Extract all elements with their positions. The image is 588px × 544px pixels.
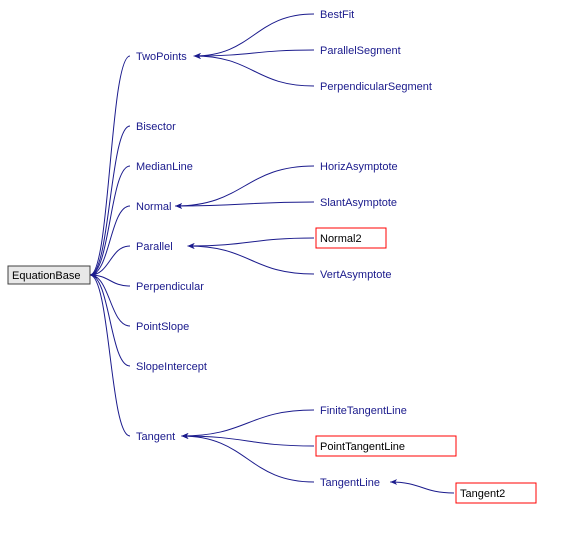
- svg-text:BestFit: BestFit: [320, 9, 354, 21]
- edge: [175, 202, 314, 206]
- node-bisector[interactable]: Bisector: [136, 121, 176, 133]
- svg-text:Bisector: Bisector: [136, 121, 176, 133]
- svg-text:Perpendicular: Perpendicular: [136, 281, 204, 293]
- edge: [90, 166, 130, 275]
- node-horizasymptote[interactable]: HorizAsymptote: [320, 161, 398, 173]
- svg-text:Parallel: Parallel: [136, 241, 173, 253]
- edge: [175, 166, 314, 206]
- svg-text:PerpendicularSegment: PerpendicularSegment: [320, 81, 432, 93]
- svg-text:PointTangentLine: PointTangentLine: [320, 441, 405, 453]
- node-normal[interactable]: Normal: [136, 201, 171, 213]
- node-tangent[interactable]: Tangent: [136, 431, 175, 443]
- svg-text:HorizAsymptote: HorizAsymptote: [320, 161, 398, 173]
- svg-text:SlopeIntercept: SlopeIntercept: [136, 361, 207, 373]
- node-tangent2: Tangent2: [456, 483, 536, 503]
- node-tangentline[interactable]: TangentLine: [320, 477, 380, 489]
- node-finitetangentline[interactable]: FiniteTangentLine: [320, 405, 407, 417]
- svg-text:Tangent2: Tangent2: [460, 488, 505, 500]
- node-vertasymptote[interactable]: VertAsymptote: [320, 269, 392, 281]
- edge: [90, 126, 130, 275]
- node-slantasymptote[interactable]: SlantAsymptote: [320, 197, 397, 209]
- edge: [390, 482, 454, 493]
- node-slopeintercept[interactable]: SlopeIntercept: [136, 361, 207, 373]
- svg-text:Normal2: Normal2: [320, 233, 362, 245]
- node-equationbase-label: EquationBase: [12, 270, 81, 282]
- svg-text:TwoPoints: TwoPoints: [136, 51, 187, 63]
- edge: [181, 410, 314, 436]
- node-medianline[interactable]: MedianLine: [136, 161, 193, 173]
- node-pointslope[interactable]: PointSlope: [136, 321, 189, 333]
- node-normal2: Normal2: [316, 228, 386, 248]
- edge: [188, 238, 314, 246]
- node-parallel[interactable]: Parallel: [136, 241, 173, 253]
- node-bestfit[interactable]: BestFit: [320, 9, 354, 21]
- edge: [194, 50, 314, 56]
- svg-text:Normal: Normal: [136, 201, 171, 213]
- svg-text:SlantAsymptote: SlantAsymptote: [320, 197, 397, 209]
- node-twopoints[interactable]: TwoPoints: [136, 51, 187, 63]
- svg-text:Tangent: Tangent: [136, 431, 175, 443]
- svg-text:FiniteTangentLine: FiniteTangentLine: [320, 405, 407, 417]
- edge: [194, 14, 314, 56]
- svg-text:ParallelSegment: ParallelSegment: [320, 45, 401, 57]
- node-pointtangentline: PointTangentLine: [316, 436, 456, 456]
- svg-text:VertAsymptote: VertAsymptote: [320, 269, 392, 281]
- node-perpendicularsegment[interactable]: PerpendicularSegment: [320, 81, 432, 93]
- edge: [90, 206, 130, 275]
- edge: [194, 56, 314, 86]
- node-parallelsegment[interactable]: ParallelSegment: [320, 45, 401, 57]
- edge: [188, 246, 314, 274]
- svg-text:MedianLine: MedianLine: [136, 161, 193, 173]
- svg-text:PointSlope: PointSlope: [136, 321, 189, 333]
- svg-text:TangentLine: TangentLine: [320, 477, 380, 489]
- node-perpendicular[interactable]: Perpendicular: [136, 281, 204, 293]
- edge: [181, 436, 314, 482]
